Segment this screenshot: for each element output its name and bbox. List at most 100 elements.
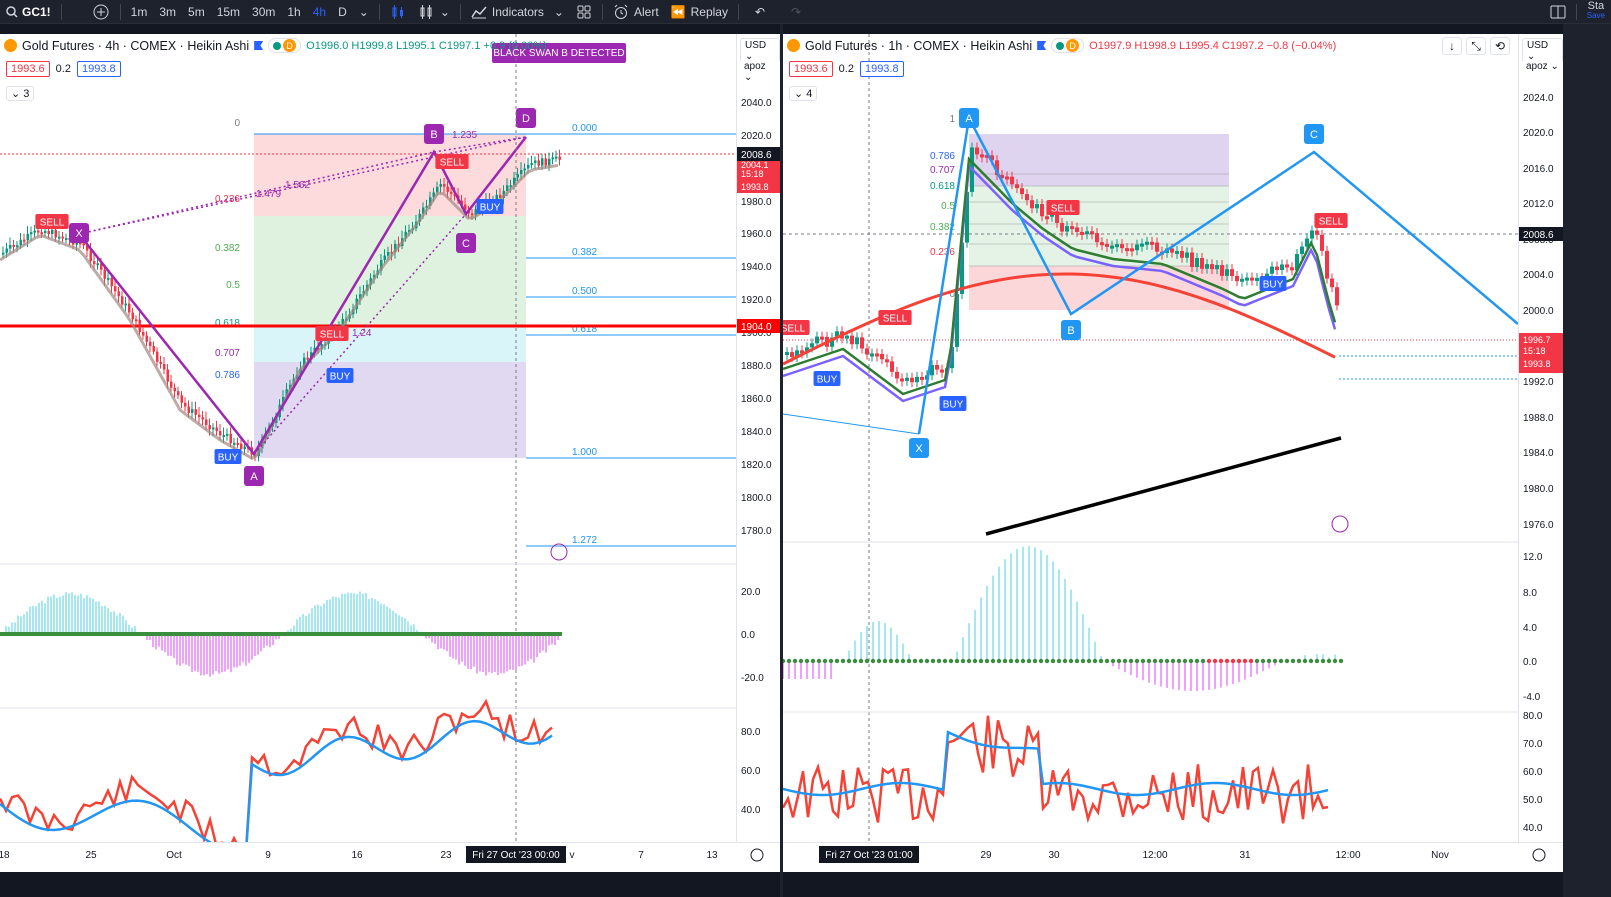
osc-dot	[1050, 658, 1056, 664]
left-scale-select[interactable]: apoz ⌄	[740, 60, 780, 84]
candle-body	[1150, 241, 1154, 245]
interval-D[interactable]: D	[338, 4, 347, 19]
layout-icon	[1550, 5, 1566, 18]
candle-body	[1175, 250, 1179, 254]
abcd-pattern	[917, 114, 1518, 435]
right-time-axis[interactable]: 29 30 12:00 31 12:00 Nov Fri 27 Oct '23 01:00	[783, 842, 1563, 872]
candle-body	[1145, 241, 1149, 245]
interval-15m[interactable]: 15m	[216, 4, 241, 19]
candle-body	[910, 377, 914, 383]
right-collapse-indicators[interactable]: ⌄ 4	[789, 86, 818, 101]
fib-right-level: 0.000	[572, 123, 597, 134]
right-price-axis[interactable]: 2024.02020.02016.02012.02008.02004.02000…	[1518, 34, 1564, 842]
left-chart-pane[interactable]: 0 0.236 0.382 0.5 0.618 0.707 0.786 0.000 0.382 0…	[0, 34, 736, 842]
pattern-point-label: B	[430, 129, 437, 141]
undo-icon: ↶	[754, 4, 766, 19]
pattern-point-c	[456, 233, 476, 253]
candle-body	[506, 185, 509, 191]
layout-button[interactable]	[1544, 0, 1572, 24]
right-chart-title[interactable]: Gold Futures · 1h · COMEX · Heikin Ashi	[805, 38, 1033, 53]
left-price-axis[interactable]: 2040.02020.02000.01980.01960.01940.01920…	[736, 34, 781, 842]
compare-button[interactable]	[86, 0, 116, 24]
osc-dot	[1146, 658, 1152, 664]
candle-body	[1095, 233, 1099, 243]
osc-dot	[858, 658, 864, 664]
undo-button[interactable]: ↶	[749, 0, 771, 24]
right-chart-canvas[interactable]: 1 0.786 0.707 0.618 0.5 0.382 0.236 0 A B C X SELL SE…	[783, 34, 1518, 842]
candle-body	[201, 417, 204, 420]
symbol-search[interactable]: GC1!	[0, 0, 57, 24]
interval-4h[interactable]: 4h	[312, 4, 327, 19]
ask-button[interactable]: 1993.8	[76, 61, 121, 77]
candle-body	[1085, 231, 1089, 235]
candle-body	[915, 376, 919, 383]
candle-body	[1280, 264, 1284, 271]
osc-dot	[1230, 658, 1236, 664]
osc-dot	[816, 658, 822, 664]
rewind-icon: ⏪	[670, 4, 686, 19]
sync-icon[interactable]: ⟲	[1490, 37, 1510, 55]
interval-1m[interactable]: 1m	[130, 4, 148, 19]
candle-body	[1060, 222, 1064, 232]
pattern-point-x	[69, 223, 89, 243]
flag-icon[interactable]	[254, 41, 264, 50]
left-chart-title[interactable]: Gold Futures · 4h · COMEX · Heikin Ashi	[22, 38, 250, 53]
interval-1h[interactable]: 1h	[287, 4, 301, 19]
lightning-icon	[550, 543, 568, 561]
bid-button[interactable]: 1993.6	[789, 61, 833, 77]
interval-5m[interactable]: 5m	[188, 4, 205, 19]
signal-label: BUY	[218, 453, 239, 464]
rsi-tick: 40.0	[741, 805, 761, 816]
candle-body	[159, 361, 162, 364]
rsi-slow-line	[783, 730, 1329, 797]
osc-dot	[1212, 658, 1218, 664]
indicators-button[interactable]: Indicators ⌄	[465, 0, 570, 24]
candle-body	[990, 155, 994, 161]
replay-button[interactable]: ⏪ Replay	[665, 0, 734, 24]
right-scale-select[interactable]: apoz ⌄	[1522, 60, 1563, 73]
candle-body	[184, 402, 187, 407]
market-status[interactable]: D	[1051, 38, 1085, 53]
osc-dot	[1290, 658, 1296, 664]
candle-body	[1140, 243, 1144, 247]
left-collapse-indicators[interactable]: ⌄ 3	[6, 86, 35, 101]
candle-body	[359, 294, 362, 299]
ask-button[interactable]: 1993.8	[859, 61, 904, 77]
osc-dot	[1254, 658, 1260, 664]
scale-label: apoz	[744, 61, 766, 72]
candle-body	[1015, 184, 1019, 189]
time-tick: 13	[706, 850, 718, 861]
bar-style-button[interactable]	[384, 0, 412, 24]
arrow-down-icon[interactable]: ↓	[1442, 37, 1462, 55]
candle-body	[1110, 245, 1114, 249]
interval-dropdown[interactable]: ⌄	[353, 0, 375, 24]
redo-button[interactable]: ↷	[785, 0, 807, 24]
pane-divider[interactable]	[780, 24, 783, 897]
candle-body	[1255, 277, 1259, 281]
osc-dot	[882, 658, 888, 664]
left-chart-canvas[interactable]: 0 0.236 0.382 0.5 0.618 0.707 0.786 0.000 0.382 0…	[0, 34, 736, 842]
candle-body	[394, 243, 397, 253]
heikin-ashi-button[interactable]: ⌄	[412, 0, 456, 24]
rsi-tick: 60.0	[741, 766, 761, 777]
red-line-label: 1904.0	[741, 322, 772, 333]
candle-body	[166, 369, 169, 382]
flag-icon[interactable]	[1037, 41, 1047, 50]
templates-button[interactable]	[570, 0, 598, 24]
save-button[interactable]: Sta Save	[1581, 0, 1611, 24]
left-time-axis[interactable]: 18 25 Oct 9 16 23 v 7 13 Fri 27 Oct '23 00:00	[0, 842, 780, 872]
replay-label: Replay	[690, 4, 728, 19]
candle-body	[895, 371, 899, 379]
right-chart-pane[interactable]: 1 0.786 0.707 0.618 0.5 0.382 0.236 0 A B C X SELL SE…	[783, 34, 1518, 842]
alert-button[interactable]: Alert	[607, 0, 665, 24]
candle-body	[2, 252, 5, 255]
candle-body	[1240, 278, 1244, 282]
market-status[interactable]: D	[268, 38, 302, 53]
candle-body	[198, 414, 201, 418]
bid-button[interactable]: 1993.6	[6, 61, 50, 77]
candle-body	[16, 245, 19, 248]
maximize-icon[interactable]: ⤡	[1466, 37, 1486, 55]
interval-3m[interactable]: 3m	[159, 4, 177, 19]
interval-30m[interactable]: 30m	[252, 4, 276, 19]
candle-body	[1205, 264, 1209, 269]
